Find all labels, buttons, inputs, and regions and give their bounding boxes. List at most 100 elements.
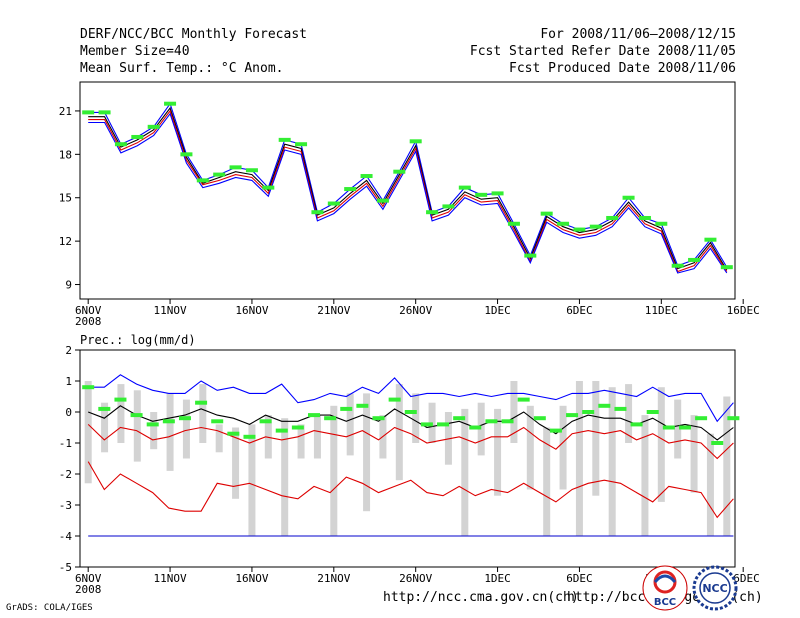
member-marker bbox=[311, 210, 324, 215]
x-tick-label: 6DEC bbox=[566, 304, 593, 317]
member-marker bbox=[307, 413, 320, 418]
header-right: For 2008/11/06–2008/12/15 Fcst Started R… bbox=[470, 26, 736, 77]
member-marker bbox=[475, 192, 488, 197]
spread-bar bbox=[150, 412, 158, 450]
x-tick-label: 16NOV bbox=[235, 572, 268, 585]
y-tick-label: 18 bbox=[59, 148, 72, 161]
spread-bar bbox=[526, 405, 534, 490]
member-marker bbox=[356, 403, 369, 408]
x-tick-label: 1DEC bbox=[484, 304, 511, 317]
member-marker bbox=[82, 110, 95, 115]
y-tick-label: -5 bbox=[59, 561, 72, 574]
member-marker bbox=[549, 428, 562, 433]
member-marker bbox=[291, 425, 304, 430]
member-marker bbox=[646, 410, 659, 414]
x-tick-label: 26NOV bbox=[399, 572, 432, 585]
member-marker bbox=[278, 137, 291, 142]
member-marker bbox=[727, 416, 740, 421]
spread-bar bbox=[199, 384, 207, 443]
member-marker bbox=[98, 406, 111, 411]
x-tick-label: 6DEC bbox=[566, 572, 593, 585]
member-marker bbox=[227, 431, 240, 436]
x-tick-label: 1DEC bbox=[484, 572, 511, 585]
x-tick-label: 11DEC bbox=[645, 304, 678, 317]
member-marker bbox=[98, 110, 111, 115]
member-marker bbox=[589, 224, 602, 229]
header-produced-date: Fcst Produced Date 2008/11/06 bbox=[509, 61, 736, 76]
x-tick-label: 21NOV bbox=[317, 304, 350, 317]
ncc-url-link[interactable]: http://ncc.cma.gov.cn(ch) bbox=[383, 590, 579, 605]
spread-bar bbox=[330, 405, 338, 536]
member-marker bbox=[678, 425, 691, 430]
spread-bar bbox=[182, 399, 190, 459]
member-marker bbox=[164, 101, 177, 106]
y-tick-label: -3 bbox=[59, 499, 72, 512]
member-marker bbox=[393, 169, 406, 174]
series-line-upper bbox=[88, 374, 734, 423]
member-marker bbox=[517, 397, 530, 402]
member-marker bbox=[146, 422, 159, 427]
spread-bar bbox=[723, 396, 731, 536]
series-line-lowest bbox=[87, 461, 734, 519]
spread-bar bbox=[608, 387, 616, 536]
member-marker bbox=[720, 265, 733, 270]
member-marker bbox=[598, 403, 611, 408]
spread-bar bbox=[412, 393, 420, 443]
spread-bar bbox=[625, 384, 633, 443]
spread-bar bbox=[461, 408, 469, 536]
series-line-mean bbox=[88, 106, 728, 271]
header-start-date: Fcst Started Refer Date 2008/11/05 bbox=[469, 44, 736, 59]
member-marker bbox=[501, 419, 514, 424]
member-marker bbox=[469, 425, 482, 430]
series-line-lower bbox=[88, 109, 728, 273]
member-marker bbox=[114, 142, 127, 147]
member-marker bbox=[243, 434, 256, 439]
member-marker bbox=[327, 201, 340, 206]
member-marker bbox=[409, 139, 422, 144]
member-marker bbox=[524, 253, 537, 258]
y-tick-label: 2 bbox=[65, 344, 72, 357]
y-tick-label: -2 bbox=[59, 468, 72, 481]
member-marker bbox=[229, 165, 242, 170]
member-marker bbox=[582, 410, 595, 414]
member-marker bbox=[404, 410, 417, 414]
x-tick-label: 11NOV bbox=[154, 572, 187, 585]
member-marker bbox=[162, 419, 175, 424]
series-line-lowest bbox=[88, 112, 728, 274]
member-marker bbox=[376, 198, 389, 203]
ncc-logo-icon: NCC bbox=[692, 565, 738, 611]
plot-frame bbox=[79, 81, 736, 300]
member-marker bbox=[458, 185, 471, 190]
member-marker bbox=[557, 221, 570, 226]
member-marker bbox=[606, 215, 619, 220]
member-marker bbox=[245, 168, 258, 173]
grads-credit: GrADS: COLA/IGES bbox=[6, 603, 93, 613]
spread-bar bbox=[363, 393, 371, 512]
member-marker bbox=[130, 413, 143, 418]
bcc-logo-label: BCC bbox=[654, 597, 676, 608]
y-tick-label: 1 bbox=[65, 375, 72, 388]
spread-bar bbox=[346, 393, 354, 456]
spread-bar bbox=[706, 433, 714, 536]
x-year-label: 2008 bbox=[75, 583, 102, 596]
spread-bar bbox=[494, 408, 502, 496]
member-marker bbox=[573, 227, 586, 232]
member-marker bbox=[485, 419, 498, 424]
member-marker bbox=[262, 185, 275, 190]
spread-bar bbox=[592, 381, 600, 496]
member-marker bbox=[704, 237, 717, 242]
spread-bar bbox=[297, 424, 305, 459]
member-marker bbox=[630, 422, 643, 427]
member-marker bbox=[340, 406, 353, 411]
spread-bar bbox=[657, 387, 665, 502]
spread-bar bbox=[232, 427, 240, 499]
member-marker bbox=[662, 425, 675, 430]
series-line-lower bbox=[87, 424, 734, 460]
spread-bar bbox=[166, 393, 174, 471]
member-marker bbox=[388, 397, 401, 402]
header-left: DERF/NCC/BCC Monthly Forecast Member Siz… bbox=[80, 26, 307, 77]
y-tick-label: 15 bbox=[59, 192, 72, 205]
panel-title: Prec.: log(mm/d) bbox=[80, 333, 196, 347]
